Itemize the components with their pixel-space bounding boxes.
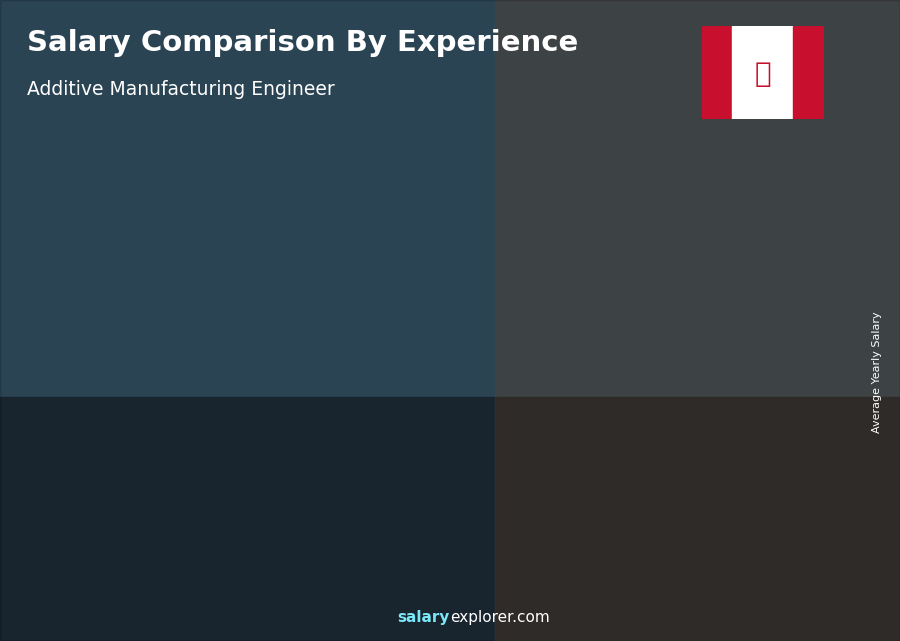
Bar xyxy=(733,26,793,119)
Bar xyxy=(578,262,596,558)
Bar xyxy=(793,26,824,119)
Text: 130,000 CAD: 130,000 CAD xyxy=(448,270,534,283)
Bar xyxy=(72,445,150,454)
Text: Additive Manufacturing Engineer: Additive Manufacturing Engineer xyxy=(27,80,335,99)
Bar xyxy=(452,287,530,558)
Bar xyxy=(325,337,403,558)
Text: 153,000 CAD: 153,000 CAD xyxy=(701,222,787,235)
Text: Average Yearly Salary: Average Yearly Salary xyxy=(872,311,883,433)
Bar xyxy=(705,240,783,265)
Bar xyxy=(198,408,277,420)
Text: +9%: +9% xyxy=(531,157,577,175)
Bar xyxy=(72,445,89,558)
Bar xyxy=(72,445,150,558)
Text: +34%: +34% xyxy=(145,353,203,370)
Text: 106,000 CAD: 106,000 CAD xyxy=(321,320,407,333)
Bar xyxy=(495,0,900,641)
Text: salary: salary xyxy=(398,610,450,625)
Text: +48%: +48% xyxy=(272,261,330,279)
Bar xyxy=(325,337,342,558)
Text: 142,000 CAD: 142,000 CAD xyxy=(575,245,660,258)
Bar xyxy=(452,287,530,309)
Text: 53,900 CAD: 53,900 CAD xyxy=(72,428,149,441)
Bar xyxy=(705,240,722,558)
Text: Salary Comparison By Experience: Salary Comparison By Experience xyxy=(27,29,578,57)
Bar xyxy=(0,397,900,641)
Text: +8%: +8% xyxy=(658,126,704,144)
Bar xyxy=(578,262,657,286)
Bar xyxy=(0,0,900,397)
Text: 72,000 CAD: 72,000 CAD xyxy=(199,390,276,403)
Bar xyxy=(705,240,783,558)
Bar xyxy=(198,408,215,558)
Text: 🍁: 🍁 xyxy=(754,60,771,88)
Text: explorer.com: explorer.com xyxy=(450,610,550,625)
Bar xyxy=(325,337,403,355)
Bar xyxy=(578,262,657,558)
Bar xyxy=(702,26,733,119)
Bar xyxy=(198,408,277,558)
Bar xyxy=(452,287,469,558)
Text: +22%: +22% xyxy=(399,195,456,213)
